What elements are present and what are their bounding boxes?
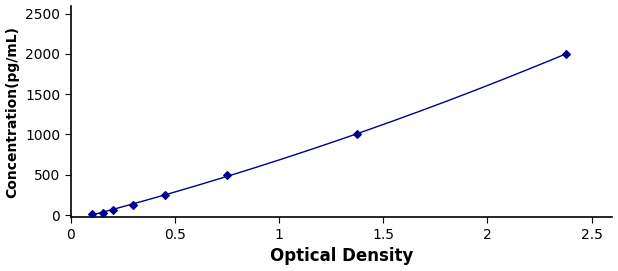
X-axis label: Optical Density: Optical Density xyxy=(270,247,413,265)
Y-axis label: Concentration(pg/mL): Concentration(pg/mL) xyxy=(6,25,20,198)
